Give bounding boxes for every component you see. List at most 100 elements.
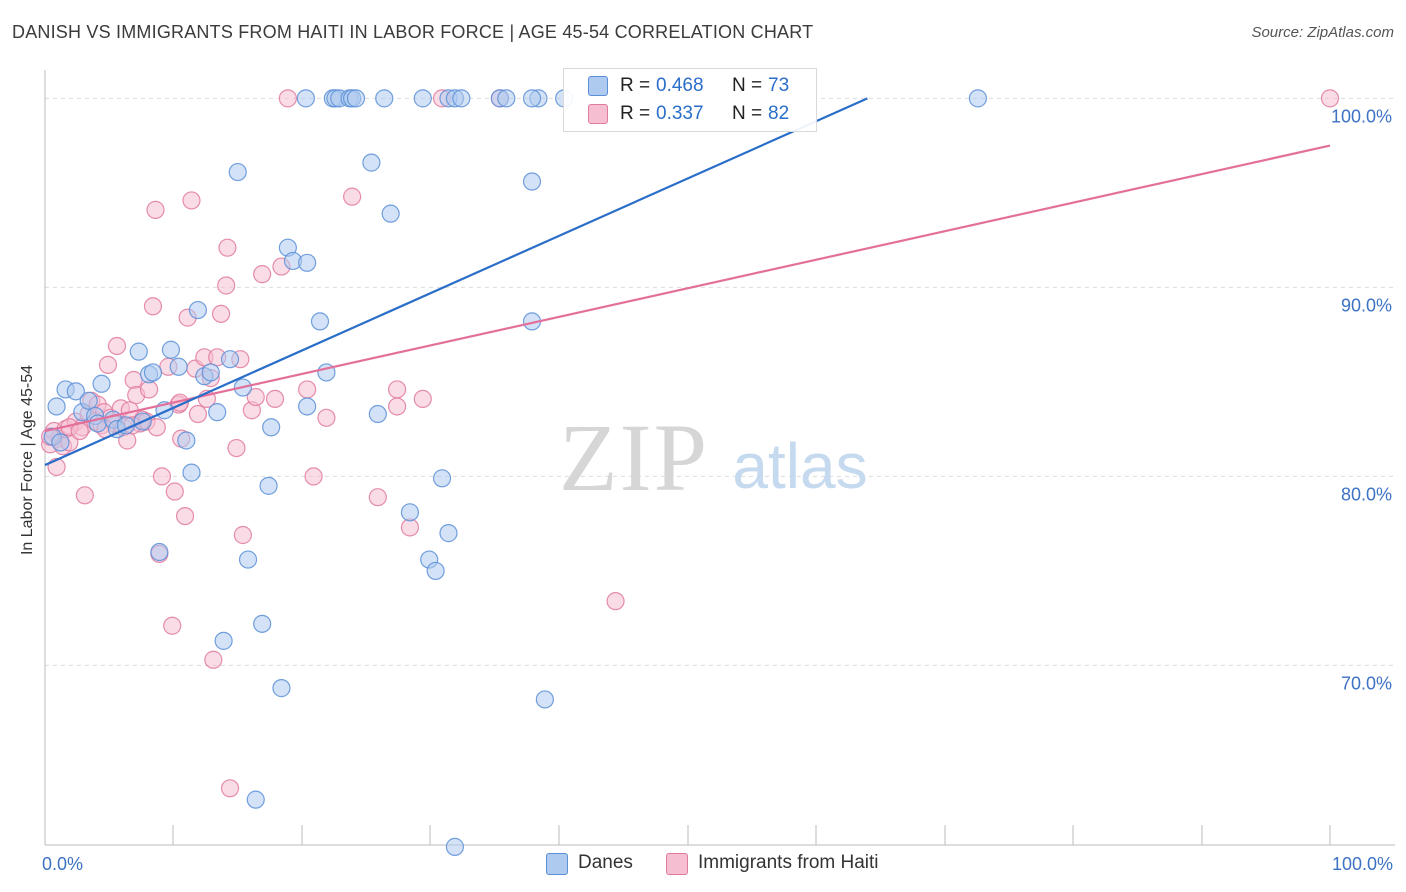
haiti-point bbox=[204, 650, 223, 669]
haiti-point bbox=[124, 370, 143, 390]
haiti-point bbox=[265, 389, 285, 409]
danes-point bbox=[201, 363, 220, 382]
danes-point bbox=[375, 89, 394, 108]
danes-point bbox=[188, 300, 208, 320]
haiti-point bbox=[606, 592, 625, 611]
source-credit: Source: ZipAtlas.com bbox=[1251, 24, 1394, 41]
haiti-point bbox=[387, 397, 407, 416]
watermark-zip: ZIP bbox=[559, 404, 709, 511]
danes-point bbox=[143, 363, 163, 382]
legend-r-label: R = bbox=[620, 103, 651, 124]
haiti-point bbox=[175, 506, 195, 526]
haiti-swatch bbox=[588, 104, 608, 124]
danes-point bbox=[66, 382, 85, 401]
haiti-trend-line bbox=[44, 144, 1331, 433]
haiti-swatch bbox=[666, 853, 688, 875]
danes-point bbox=[968, 89, 988, 108]
danes-point bbox=[368, 404, 387, 424]
legend-danes-r: 0.468 bbox=[656, 75, 704, 96]
danes-point bbox=[214, 631, 233, 650]
danes-point bbox=[129, 342, 148, 361]
bottom-legend-haiti-label: Immigrants from Haiti bbox=[698, 852, 879, 873]
danes-point bbox=[381, 204, 400, 223]
danes-trend-line bbox=[44, 97, 868, 467]
haiti-point bbox=[146, 200, 165, 219]
danes-point bbox=[182, 463, 201, 482]
danes-point bbox=[439, 524, 458, 543]
danes-point bbox=[426, 561, 445, 581]
chart-title: DANISH VS IMMIGRANTS FROM HAITI IN LABOR… bbox=[12, 22, 814, 42]
danes-point bbox=[400, 503, 420, 522]
haiti-point bbox=[211, 304, 231, 323]
haiti-point bbox=[233, 525, 252, 545]
danes-point bbox=[238, 550, 258, 569]
danes-point bbox=[228, 162, 247, 182]
haiti-point bbox=[75, 486, 94, 505]
y-tick-label: 80.0% bbox=[1341, 484, 1392, 504]
haiti-point bbox=[217, 276, 236, 295]
haiti-point bbox=[246, 387, 265, 407]
haiti-point bbox=[253, 265, 272, 284]
legend-haiti-r: 0.337 bbox=[656, 103, 704, 124]
y-axis-label: In Labor Force | Age 45-54 bbox=[19, 364, 36, 556]
danes-point bbox=[262, 418, 281, 437]
danes-point bbox=[253, 614, 272, 633]
danes-point bbox=[169, 357, 188, 376]
correlation-legend: R = 0.468 N = 73 R = 0.337 N = 82 bbox=[563, 68, 817, 132]
danes-point bbox=[298, 253, 317, 272]
legend-n-label: N = bbox=[732, 75, 763, 96]
danes-point bbox=[298, 397, 317, 416]
haiti-point bbox=[182, 191, 201, 210]
legend-r-label: R = bbox=[620, 75, 651, 96]
watermark: ZIP atlas bbox=[559, 404, 868, 511]
trend-lines bbox=[44, 97, 1331, 467]
y-tick-label: 90.0% bbox=[1341, 295, 1392, 315]
watermark-atlas: atlas bbox=[732, 430, 867, 502]
danes-point bbox=[259, 476, 278, 495]
legend-row-danes: R = 0.468 N = 73 bbox=[564, 72, 814, 100]
danes-point bbox=[177, 431, 196, 450]
haiti-point bbox=[218, 238, 237, 257]
haiti-point bbox=[368, 488, 387, 507]
danes-point bbox=[413, 89, 432, 108]
danes-point bbox=[452, 89, 471, 108]
danes-point bbox=[362, 153, 381, 172]
danes-point bbox=[296, 89, 315, 108]
haiti-point bbox=[317, 408, 336, 427]
haiti-point bbox=[98, 355, 118, 374]
haiti-point bbox=[227, 438, 246, 458]
danes-point bbox=[522, 89, 542, 108]
danes-point bbox=[445, 837, 465, 856]
haiti-point bbox=[298, 380, 317, 399]
haiti-point bbox=[220, 779, 240, 798]
legend-danes-n: 73 bbox=[768, 75, 790, 96]
danes-point bbox=[310, 312, 330, 331]
haiti-point bbox=[143, 297, 163, 316]
danes-point bbox=[432, 469, 452, 488]
bottom-legend-danes: Danes bbox=[546, 850, 686, 878]
haiti-point bbox=[387, 380, 407, 399]
haiti-point bbox=[400, 518, 420, 537]
legend-haiti-n: 82 bbox=[768, 103, 790, 124]
danes-point bbox=[51, 433, 70, 452]
danes-point bbox=[208, 403, 227, 422]
haiti-point bbox=[152, 467, 172, 486]
danes-point bbox=[497, 89, 516, 108]
danes-point bbox=[47, 397, 66, 416]
danes-point bbox=[150, 542, 169, 562]
bottom-legend-haiti: Immigrants from Haiti bbox=[666, 850, 926, 878]
y-tick-label: 70.0% bbox=[1341, 673, 1392, 693]
legend-row-haiti: R = 0.337 N = 82 bbox=[564, 100, 814, 128]
danes-swatch bbox=[588, 76, 608, 96]
haiti-point bbox=[165, 482, 184, 501]
x-tick-label: 100.0% bbox=[1332, 854, 1393, 874]
haiti-point bbox=[304, 467, 323, 486]
danes-point bbox=[535, 690, 554, 709]
danes-point bbox=[220, 350, 240, 369]
haiti-point bbox=[107, 336, 127, 356]
danes-points bbox=[43, 89, 988, 856]
danes-point bbox=[246, 790, 265, 809]
danes-point bbox=[92, 374, 111, 393]
haiti-point bbox=[278, 89, 297, 108]
